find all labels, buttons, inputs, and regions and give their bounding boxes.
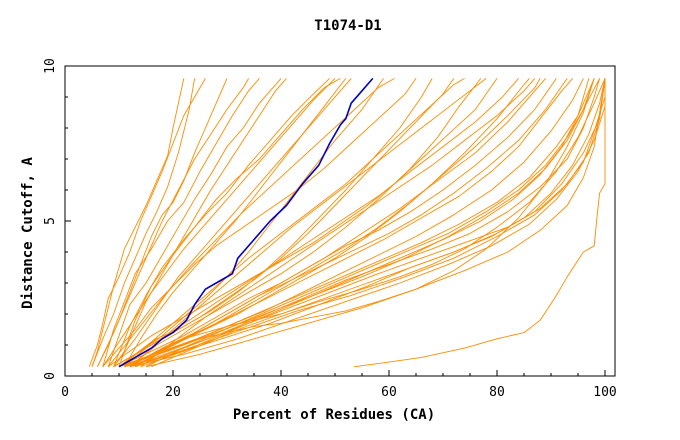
model-line-28 (107, 78, 395, 367)
model-line-20 (129, 78, 601, 368)
model-line-43 (91, 78, 185, 367)
x-axis-label: Percent of Residues (CA) (233, 407, 435, 423)
model-line-12 (124, 78, 455, 368)
model-line-6 (107, 78, 282, 367)
model-line-26 (113, 78, 519, 368)
x-tick-label-80: 80 (489, 385, 505, 400)
tick-layer: 0 20 40 60 80 100 0 5 10 (43, 58, 617, 400)
series-layer (88, 77, 606, 368)
model-line-27 (118, 78, 465, 368)
model-line-38 (102, 78, 417, 367)
model-line-29 (113, 78, 352, 367)
model-line-41 (145, 78, 600, 368)
model-line-8 (118, 78, 341, 367)
chart-title: T1074-D1 (314, 18, 381, 34)
model-line-42 (113, 78, 287, 367)
model-line-40 (140, 78, 536, 368)
y-tick-label-0: 0 (43, 372, 58, 380)
model-line-2 (88, 78, 206, 367)
x-tick-label-20: 20 (165, 385, 181, 400)
model-line-37 (96, 78, 249, 367)
x-tick-label-40: 40 (273, 385, 289, 400)
y-tick-label-5: 5 (43, 217, 58, 225)
model-line-39 (107, 78, 498, 368)
model-line-35 (129, 78, 606, 368)
model-line-44 (102, 78, 336, 367)
model-line-5 (102, 78, 260, 367)
highlighted-model-line (118, 77, 374, 368)
y-tick-label-10: 10 (43, 58, 58, 74)
model-line-19 (118, 78, 595, 368)
model-line-45 (151, 78, 606, 368)
model-line-36 (129, 78, 595, 368)
model-line-33 (145, 78, 606, 368)
model-line-1 (353, 78, 606, 368)
model-line-13 (129, 78, 482, 368)
model-line-16 (118, 78, 557, 368)
model-line-31 (134, 78, 546, 368)
model-line-23 (129, 78, 606, 368)
model-line-10 (118, 78, 384, 368)
model-line-11 (113, 78, 433, 368)
model-line-25 (124, 78, 573, 368)
model-line-32 (140, 78, 590, 368)
x-tick-label-100: 100 (593, 385, 616, 400)
x-tick-label-0: 0 (61, 385, 69, 400)
model-line-3 (91, 78, 196, 367)
y-axis-label: Distance Cutoff, A (20, 157, 36, 309)
model-line-7 (113, 78, 330, 367)
x-tick-label-60: 60 (381, 385, 397, 400)
model-line-15 (124, 78, 541, 368)
